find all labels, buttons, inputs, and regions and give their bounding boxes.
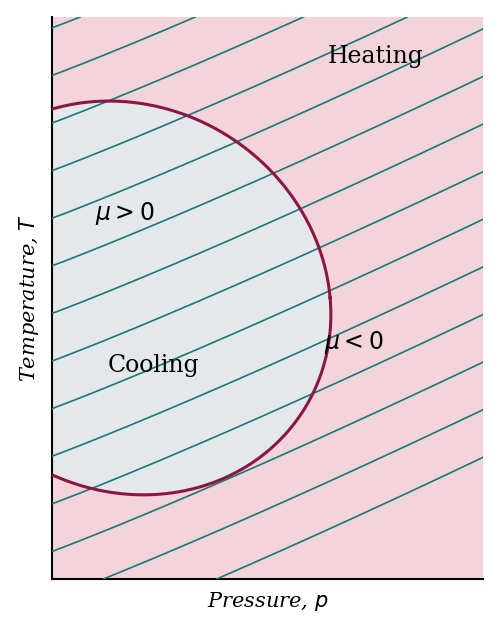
X-axis label: Pressure, $p$: Pressure, $p$ xyxy=(207,590,328,614)
Y-axis label: Temperature, $T$: Temperature, $T$ xyxy=(16,214,40,382)
Text: $\mu < 0$: $\mu < 0$ xyxy=(324,329,384,357)
Text: Cooling: Cooling xyxy=(108,354,200,377)
Text: $\mu > 0$: $\mu > 0$ xyxy=(95,200,154,227)
Text: Heating: Heating xyxy=(328,45,424,67)
Polygon shape xyxy=(0,101,331,495)
